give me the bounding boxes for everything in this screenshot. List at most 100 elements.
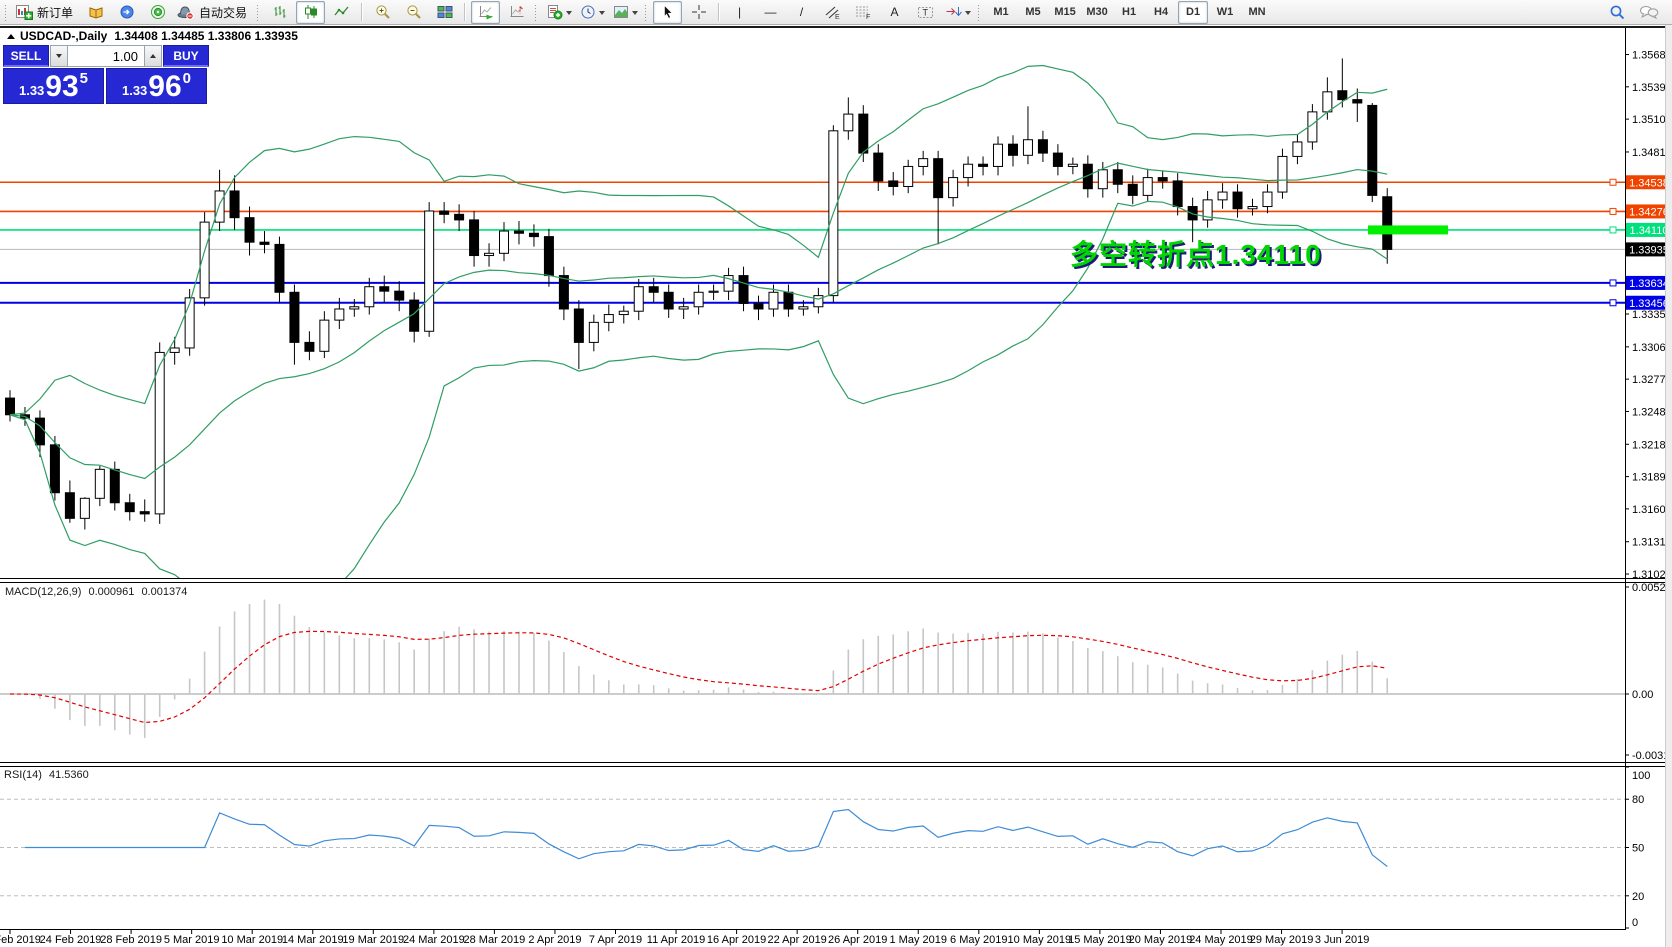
timeframe-m15[interactable]: M15 bbox=[1050, 1, 1080, 24]
text-label-button[interactable]: T bbox=[911, 1, 940, 24]
timeframe-h4[interactable]: H4 bbox=[1146, 1, 1176, 24]
shift-icon bbox=[509, 4, 525, 20]
dropdown-caret-icon[interactable] bbox=[566, 10, 573, 18]
toolbar-drag-handle[interactable] bbox=[534, 3, 539, 21]
toolbar-drag-handle[interactable] bbox=[977, 3, 982, 21]
hline-marker[interactable] bbox=[1609, 299, 1617, 307]
arrows-button[interactable] bbox=[942, 1, 974, 24]
svg-text:5 Mar 2019: 5 Mar 2019 bbox=[164, 934, 220, 946]
volume-stepper bbox=[50, 45, 162, 67]
volume-decrease-button[interactable] bbox=[50, 45, 68, 67]
history-book-button[interactable] bbox=[81, 1, 110, 24]
dropdown-caret-icon[interactable] bbox=[632, 10, 639, 18]
line-icon bbox=[334, 4, 350, 20]
indicators-button[interactable] bbox=[543, 1, 575, 24]
horizontal-line-button[interactable]: — bbox=[756, 1, 785, 24]
bar-chart-button[interactable] bbox=[265, 1, 294, 24]
highlight-segment[interactable] bbox=[1368, 225, 1448, 235]
dropdown-caret-icon[interactable] bbox=[599, 10, 606, 18]
templates-button[interactable] bbox=[610, 1, 641, 24]
fibo-icon: F bbox=[855, 4, 872, 20]
hline-marker[interactable] bbox=[1609, 207, 1617, 215]
timeframe-mn[interactable]: MN bbox=[1242, 1, 1272, 24]
toolbar-drag-handle[interactable] bbox=[4, 3, 8, 21]
chat-button[interactable] bbox=[1634, 1, 1663, 24]
volume-increase-button[interactable] bbox=[144, 45, 162, 67]
autotrading-button[interactable]: 自动交易 bbox=[174, 1, 253, 24]
hline-marker[interactable] bbox=[1609, 226, 1617, 234]
auto-scroll-button[interactable] bbox=[471, 0, 501, 24]
crosshair-button[interactable] bbox=[684, 1, 713, 24]
zoom-in-button[interactable] bbox=[368, 1, 397, 24]
new-order-button-label: 新订单 bbox=[37, 5, 74, 20]
price-axis[interactable]: 1.35685 1.35395 1.35105 1.34810 1.33355 1.330… bbox=[1625, 28, 1672, 930]
buy-price-sup: 0 bbox=[182, 70, 192, 87]
hline-marker[interactable] bbox=[1609, 178, 1617, 186]
volume-input[interactable] bbox=[68, 45, 144, 67]
signals-icon bbox=[150, 4, 166, 20]
macd-value2: 0.001374 bbox=[141, 586, 188, 598]
vertical-scrollbar[interactable] bbox=[1665, 25, 1672, 947]
chart-annotation-text[interactable]: 多空转折点1.34110 bbox=[1070, 239, 1322, 270]
svg-text:29 May 2019: 29 May 2019 bbox=[1250, 934, 1314, 946]
svg-text:10 May 2019: 10 May 2019 bbox=[1008, 934, 1072, 946]
timeframe-w1[interactable]: W1 bbox=[1210, 1, 1240, 24]
fibonacci-button[interactable]: F bbox=[849, 1, 878, 24]
tile-windows-button[interactable] bbox=[430, 1, 459, 24]
svg-text:19 Mar 2019: 19 Mar 2019 bbox=[342, 934, 404, 946]
svg-text:1.33060: 1.33060 bbox=[1632, 342, 1672, 354]
indicators-icon bbox=[546, 4, 563, 20]
signals-button[interactable] bbox=[143, 1, 172, 24]
toolbar-drag-handle[interactable] bbox=[256, 3, 261, 21]
buy-price-prefix: 1.33 bbox=[121, 83, 148, 98]
svg-text:1.34538: 1.34538 bbox=[1629, 177, 1669, 189]
sell-button[interactable]: 1.33 93 5 bbox=[3, 68, 104, 104]
chart-shift-button[interactable] bbox=[502, 1, 531, 24]
chart-symbol-title: USDCAD-,Daily 1.34408 1.34485 1.33806 1.… bbox=[5, 29, 298, 43]
timeframe-w1-glyph: W1 bbox=[1216, 6, 1234, 18]
macd-layer bbox=[0, 599, 1625, 738]
vertical-line-button[interactable]: | bbox=[725, 1, 754, 24]
toolbar-drag-handle[interactable] bbox=[644, 3, 649, 21]
macd-axis[interactable]: 0.005209 0.00 -0.003191 bbox=[1625, 582, 1672, 762]
vertical-line-button-glyph: | bbox=[737, 5, 742, 19]
equidistant-channel-button[interactable]: E bbox=[818, 1, 847, 24]
dropdown-caret-icon[interactable] bbox=[965, 10, 972, 18]
timeframe-d1[interactable]: D1 bbox=[1178, 0, 1209, 24]
zoom-out-button[interactable] bbox=[399, 1, 428, 24]
buy-button[interactable]: 1.33 96 0 bbox=[106, 68, 207, 104]
label-icon: T bbox=[917, 4, 934, 20]
timeframe-m1[interactable]: M1 bbox=[986, 1, 1016, 24]
svg-text:1.35395: 1.35395 bbox=[1632, 82, 1672, 94]
svg-text:1.31895: 1.31895 bbox=[1632, 472, 1672, 484]
toolbar-group-chart-type bbox=[264, 0, 357, 24]
periods-button[interactable] bbox=[577, 1, 608, 24]
svg-text:15 May 2019: 15 May 2019 bbox=[1068, 934, 1132, 946]
rsi-line bbox=[24, 808, 1388, 867]
publisher-button[interactable] bbox=[112, 1, 141, 24]
line-chart-button[interactable] bbox=[327, 1, 356, 24]
book-icon bbox=[88, 4, 104, 20]
toolbar-group-cursor bbox=[652, 0, 714, 24]
new-order-button[interactable]: 新订单 bbox=[13, 1, 79, 24]
cursor-icon bbox=[660, 4, 676, 20]
candles-icon bbox=[303, 4, 319, 20]
zoom-in-icon bbox=[375, 4, 391, 20]
search-button[interactable] bbox=[1603, 1, 1632, 24]
autotrading-icon bbox=[177, 4, 195, 20]
level-markers[interactable] bbox=[1609, 178, 1617, 307]
timeframe-m30[interactable]: M30 bbox=[1082, 1, 1112, 24]
zoom-out-icon bbox=[406, 4, 422, 20]
timeframe-h1[interactable]: H1 bbox=[1114, 1, 1144, 24]
hline-marker[interactable] bbox=[1609, 279, 1617, 287]
cursor-button[interactable] bbox=[653, 0, 683, 24]
timeframe-m5[interactable]: M5 bbox=[1018, 1, 1048, 24]
candlestick-chart-button[interactable] bbox=[296, 0, 326, 24]
rsi-axis[interactable]: 100 80 50 20 0 bbox=[1625, 766, 1650, 929]
svg-text:24 Feb 2019: 24 Feb 2019 bbox=[40, 934, 102, 946]
text-button[interactable]: A bbox=[880, 1, 909, 24]
trendline-button[interactable]: / bbox=[787, 1, 816, 24]
collapse-icon[interactable] bbox=[7, 30, 15, 39]
